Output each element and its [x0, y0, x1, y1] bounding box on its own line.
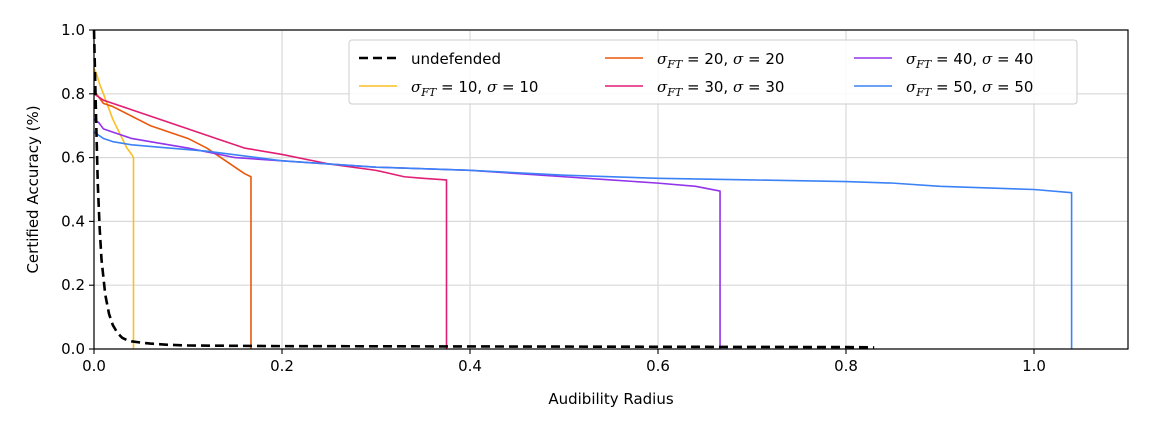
legend-label: σFT = 10, σ = 10 — [411, 78, 538, 99]
y-tick-label: 0.2 — [61, 276, 85, 294]
x-tick-label: 0.6 — [646, 357, 670, 375]
series-line-4 — [93, 118, 721, 349]
series-line-1 — [93, 67, 135, 349]
legend-label: σFT = 30, σ = 30 — [657, 78, 784, 99]
y-tick-label: 0.0 — [61, 340, 85, 358]
legend-label: σFT = 50, σ = 50 — [906, 78, 1033, 99]
legend-label: undefended — [411, 50, 501, 68]
legend-label: σFT = 20, σ = 20 — [657, 50, 784, 71]
x-tick-label: 0.8 — [834, 357, 858, 375]
legend-label: σFT = 40, σ = 40 — [906, 50, 1033, 71]
x-tick-label: 0.2 — [270, 357, 294, 375]
series-line-5 — [93, 131, 1073, 349]
y-tick-label: 0.4 — [61, 212, 85, 230]
y-axis-label: Certified Accuracy (%) — [24, 105, 42, 273]
series-line-2 — [93, 90, 252, 349]
x-tick-label: 0.4 — [458, 357, 482, 375]
series-lines — [92, 29, 1073, 349]
legend: undefended σFT = 10, σ = 10 σFT = 20, σ = … — [348, 39, 1078, 105]
y-tick-label: 0.8 — [61, 85, 85, 103]
x-axis-label: Audibility Radius — [548, 390, 673, 408]
plot-frame — [93, 29, 1129, 350]
series-line-3 — [93, 93, 448, 349]
x-tick-label: 1.0 — [1022, 357, 1046, 375]
x-tick-label: 0.0 — [82, 357, 106, 375]
legend-box — [348, 39, 1078, 105]
y-tick-label: 1.0 — [61, 21, 85, 39]
y-tick-label: 0.6 — [61, 149, 85, 167]
axis-ticks: 0.0 0.2 0.4 0.6 0.8 1.0 0.0 0.2 0.4 0.6 0.8 1.0 — [61, 21, 1046, 375]
